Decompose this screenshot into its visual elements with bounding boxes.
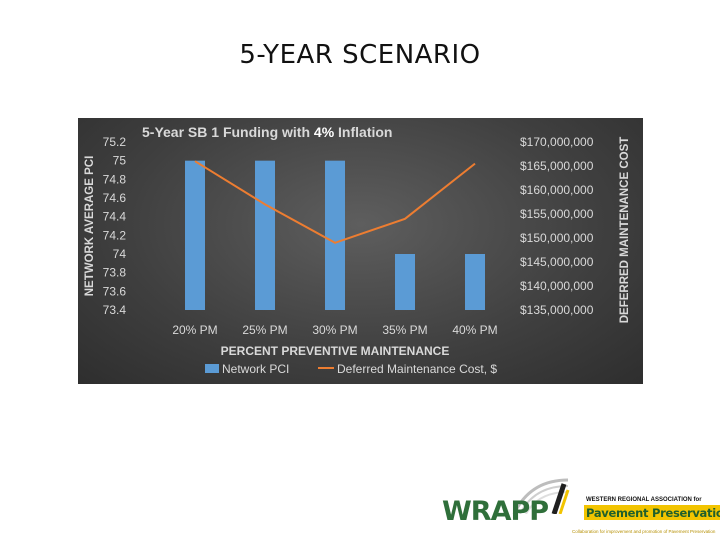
y-left-tick-label: 74.4 [103, 210, 127, 224]
chart-panel: 5-Year SB 1 Funding with 4% Inflation 75.… [78, 118, 643, 384]
logo-wordmark: WRAPP [442, 496, 549, 527]
road-arch-icon [512, 478, 570, 514]
bar-network-pci [185, 160, 205, 310]
legend-swatch-bar [205, 364, 219, 373]
y-right-tick-label: $165,000,000 [520, 159, 594, 173]
x-tick-label: 40% PM [452, 323, 497, 337]
logo-tagline: Collaboration for improvement and promot… [572, 529, 716, 534]
y-left-tick-label: 73.8 [103, 266, 127, 280]
y-left-tick-label: 73.6 [103, 284, 127, 298]
bar-network-pci [395, 254, 415, 310]
logo-small-title: WESTERN REGIONAL ASSOCIATION for [586, 497, 702, 503]
y-left-tick-label: 74 [113, 247, 127, 261]
legend-label-deferred-cost: Deferred Maintenance Cost, $ [337, 362, 497, 376]
x-tick-label: 20% PM [172, 323, 217, 337]
x-axis-title: PERCENT PREVENTIVE MAINTENANCE [221, 344, 450, 358]
y-right-axis-title: DEFERRED MAINTENANCE COST [619, 137, 631, 324]
y-left-axis-title: NETWORK AVERAGE PCI [84, 156, 96, 297]
chart-title: 5-Year SB 1 Funding with 4% Inflation [142, 124, 392, 140]
y-left-tick-label: 75.2 [103, 135, 127, 149]
logo-banner-text: Pavement Preservation [586, 506, 720, 520]
logo-banner: Pavement Preservation [584, 505, 720, 520]
x-tick-label: 30% PM [312, 323, 357, 337]
bar-network-pci [465, 254, 485, 310]
y-left-tick-label: 74.6 [103, 191, 127, 205]
y-left-tick-label: 75 [113, 154, 127, 168]
y-right-tick-label: $145,000,000 [520, 255, 594, 269]
slide-title: 5-YEAR SCENARIO [239, 40, 481, 70]
y-right-tick-label: $160,000,000 [520, 183, 594, 197]
y-left-tick-label: 74.8 [103, 172, 127, 186]
bar-network-pci [255, 160, 275, 310]
legend-label-network-pci: Network PCI [222, 362, 289, 376]
y-left-tick-label: 73.4 [103, 303, 127, 317]
y-left-tick-label: 74.2 [103, 228, 127, 242]
y-right-tick-label: $140,000,000 [520, 279, 594, 293]
y-right-tick-label: $135,000,000 [520, 303, 594, 317]
y-right-tick-label: $150,000,000 [520, 231, 594, 245]
chart-svg: 5-Year SB 1 Funding with 4% Inflation 75.… [84, 124, 631, 376]
y-right-tick-label: $155,000,000 [520, 207, 594, 221]
wrapp-logo: WRAPP WESTERN REGIONAL ASSOCIATION for P… [440, 478, 720, 540]
y-right-tick-label: $170,000,000 [520, 135, 594, 149]
x-tick-label: 25% PM [242, 323, 287, 337]
x-tick-label: 35% PM [382, 323, 427, 337]
bar-network-pci [325, 160, 345, 310]
